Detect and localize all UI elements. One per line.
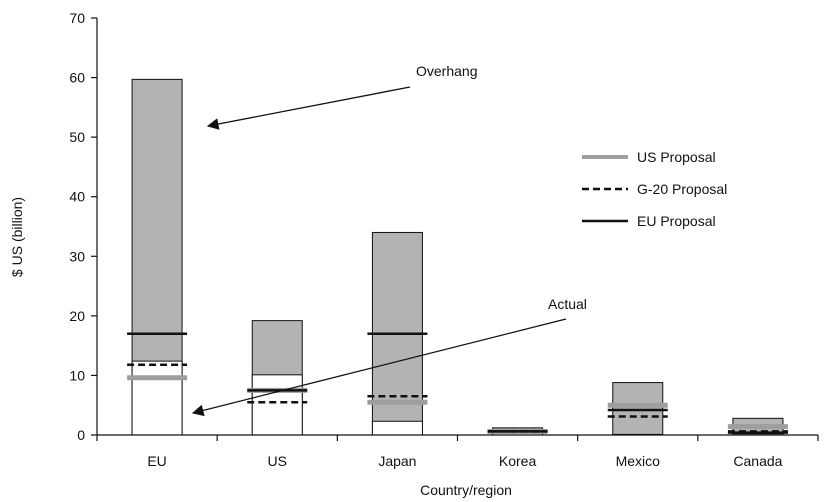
y-tick-label: 50 (69, 129, 85, 145)
x-tick-label: US (268, 453, 287, 469)
annotations-layer: Overhang Actual (191, 63, 587, 417)
bar-actual (251, 374, 303, 436)
annotation-label: Overhang (416, 63, 477, 79)
x-tick-label: EU (147, 453, 166, 469)
axes-layer: 0 10 20 30 40 50 60 70 EU US Japan Korea Mexico Canad… (69, 10, 819, 469)
y-tick-label: 20 (69, 308, 85, 324)
legend-label: US Proposal (637, 149, 716, 165)
y-tick-label: 60 (69, 70, 85, 86)
y-tick-label: 30 (69, 248, 85, 264)
legend: US Proposal G-20 Proposal EU Proposal (582, 149, 727, 229)
x-tick-label: Canada (733, 453, 782, 469)
legend-label: EU Proposal (637, 213, 716, 229)
y-tick-label: 0 (77, 427, 85, 443)
bar-actual (131, 360, 183, 436)
y-tick-label: 10 (69, 367, 85, 383)
x-tick-label: Japan (378, 453, 416, 469)
x-tick-label: Korea (499, 453, 537, 469)
bars-layer (131, 78, 784, 436)
bar-actual (371, 420, 423, 436)
proposal-lines-layer (127, 332, 788, 434)
annotation-arrow (206, 86, 411, 130)
x-tick-label: Mexico (616, 453, 661, 469)
y-axis-title: $ US (billion) (9, 197, 25, 277)
y-tick-label: 40 (69, 189, 85, 205)
legend-label: G-20 Proposal (637, 181, 727, 197)
annotation-label: Actual (548, 296, 587, 312)
y-tick-label: 70 (69, 10, 85, 26)
x-axis-title: Country/region (420, 482, 512, 498)
annotation-arrow (191, 318, 567, 417)
